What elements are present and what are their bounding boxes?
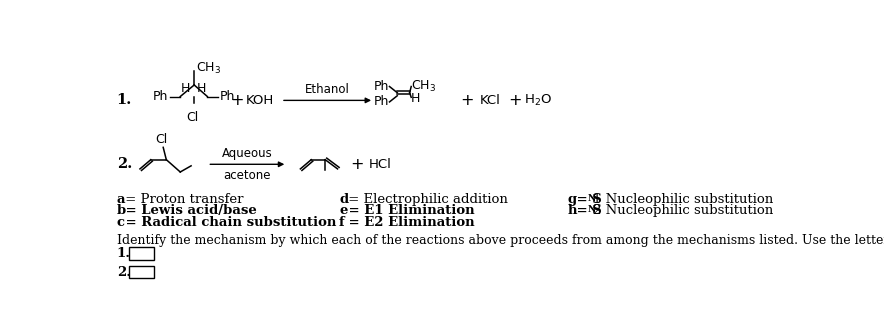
Text: Ethanol: Ethanol [305, 83, 350, 96]
Text: Ph: Ph [374, 80, 390, 93]
Text: acetone: acetone [224, 169, 271, 182]
Text: 1.: 1. [117, 247, 131, 260]
Text: CH$_3$: CH$_3$ [195, 60, 221, 76]
Text: Identify the mechanism by which each of the reactions above proceeds from among : Identify the mechanism by which each of … [117, 234, 884, 247]
Bar [129, 266, 154, 278]
Text: 1 Nucleophilic substitution: 1 Nucleophilic substitution [593, 193, 774, 206]
Text: Aqueous: Aqueous [222, 147, 272, 160]
Text: Ph: Ph [374, 95, 390, 109]
Text: H: H [411, 92, 421, 106]
Text: e: e [339, 204, 347, 217]
Text: Ph: Ph [153, 90, 169, 103]
Text: g: g [568, 193, 577, 206]
Text: b: b [117, 204, 126, 217]
Text: N: N [588, 194, 596, 203]
Text: KOH: KOH [246, 94, 274, 107]
Text: = S: = S [573, 204, 602, 217]
Text: h: h [568, 204, 577, 217]
Text: 2.: 2. [117, 266, 131, 279]
Text: +: + [508, 93, 522, 108]
Text: = E1 Elimination: = E1 Elimination [344, 204, 475, 217]
Text: 2.: 2. [117, 157, 132, 171]
Text: = Proton transfer: = Proton transfer [121, 193, 244, 206]
Text: Ph: Ph [220, 90, 235, 103]
Text: c: c [117, 216, 125, 229]
Text: Cl: Cl [155, 133, 167, 146]
Text: +: + [230, 93, 244, 108]
Text: 1.: 1. [117, 93, 132, 108]
Text: = S: = S [573, 193, 602, 206]
Text: +: + [350, 157, 363, 172]
Text: H: H [196, 82, 206, 94]
Text: 2 Nucleophilic substitution: 2 Nucleophilic substitution [593, 204, 774, 217]
Text: d: d [339, 193, 348, 206]
Text: = Lewis acid/base: = Lewis acid/base [121, 204, 257, 217]
Text: = Electrophilic addition: = Electrophilic addition [344, 193, 507, 206]
Text: Cl: Cl [187, 111, 199, 124]
Bar [129, 247, 154, 260]
Text: H: H [181, 82, 190, 94]
Text: HCl: HCl [369, 158, 392, 171]
Text: = E2 Elimination: = E2 Elimination [344, 216, 475, 229]
Text: H$_2$O: H$_2$O [524, 93, 552, 108]
Text: N: N [588, 205, 596, 214]
Text: a: a [117, 193, 126, 206]
Text: f: f [339, 216, 345, 229]
Text: CH$_3$: CH$_3$ [411, 79, 437, 94]
Text: KCl: KCl [480, 94, 500, 107]
Text: = Radical chain substitution: = Radical chain substitution [121, 216, 337, 229]
Text: +: + [461, 93, 474, 108]
